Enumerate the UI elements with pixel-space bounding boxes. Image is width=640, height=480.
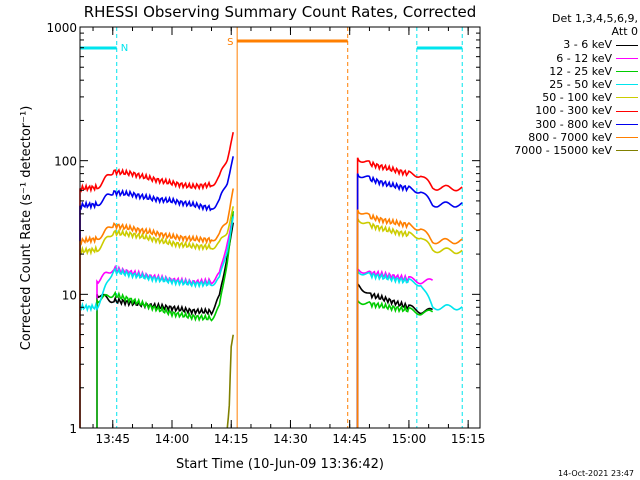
legend: Det 1,3,4,5,6,9, Att 0 3 - 6 keV 6 - 12 k…: [480, 12, 638, 157]
detector-header-line1: Det 1,3,4,5,6,9,: [551, 12, 638, 25]
chart-title: RHESSI Observing Summary Count Rates, Co…: [84, 3, 477, 21]
x-tick-label: 14:15: [214, 432, 249, 446]
y-tick-label: 10: [62, 288, 77, 302]
series-line-1-seg-0: [96, 214, 234, 428]
series-line-5-seg-1: [356, 157, 463, 428]
legend-entry: 300 - 800 keV: [480, 118, 638, 131]
series-line-8-seg-0: [226, 334, 234, 429]
plot-frame: [79, 26, 481, 429]
series-line-0-seg-0: [96, 222, 234, 428]
legend-entry: 50 - 100 keV: [480, 91, 638, 104]
legend-entry: 7000 - 15000 keV: [480, 144, 638, 157]
series-line-7-seg-1: [356, 209, 463, 428]
flag-label-S: S: [227, 37, 233, 48]
series-line-7-seg-0: [79, 188, 234, 428]
legend-entry-label: 25 - 50 keV: [549, 78, 612, 92]
legend-swatch: [616, 70, 638, 72]
x-tick-label: 15:15: [451, 432, 486, 446]
series-line-6-seg-1: [356, 173, 463, 428]
generation-date: 14-Oct-2021 23:47: [558, 469, 634, 478]
legend-entry-label: 300 - 800 keV: [535, 117, 612, 131]
legend-entry: 100 - 300 keV: [480, 104, 638, 117]
series-line-6-seg-0: [79, 156, 234, 428]
legend-entry: 3 - 6 keV: [480, 38, 638, 51]
legend-swatch: [616, 123, 638, 125]
series-line-5-seg-0: [79, 132, 234, 428]
legend-entry: 800 - 7000 keV: [480, 131, 638, 144]
legend-entry-label: 12 - 25 keV: [549, 64, 612, 78]
legend-swatch: [616, 57, 638, 59]
legend-entry-label: 7000 - 15000 keV: [514, 144, 612, 158]
axes: 13:45 14:00 14:15 14:30 14:45 15:00 15:15 1 10 10…: [46, 21, 485, 446]
legend-swatch: [616, 110, 638, 112]
legend-swatch: [616, 136, 638, 138]
legend-entry: 12 - 25 keV: [480, 65, 638, 78]
detector-header-line2: Att 0: [611, 25, 638, 39]
x-axis-label: Start Time (10-Jun-09 13:36:42): [176, 457, 384, 472]
series-line-2-seg-1: [356, 297, 434, 428]
legend-entry-label: 100 - 300 keV: [535, 104, 612, 118]
legend-entries: 3 - 6 keV 6 - 12 keV 12 - 25 keV 25 - 50 ke…: [480, 38, 638, 157]
series-line-3-seg-0: [79, 216, 234, 428]
legend-entry: 25 - 50 keV: [480, 78, 638, 91]
series-line-2-seg-0: [96, 211, 234, 428]
legend-entry-label: 800 - 7000 keV: [528, 130, 612, 144]
x-tick-label: 15:00: [392, 432, 427, 446]
series-line-4-seg-1: [356, 218, 463, 428]
y-tick-label: 1000: [46, 21, 77, 35]
y-tick-label: 100: [54, 155, 77, 169]
legend-swatch: [616, 44, 638, 46]
flag-label-N: N: [121, 43, 128, 54]
legend-entry-label: 3 - 6 keV: [563, 38, 612, 52]
instrument-flags: NS: [79, 27, 463, 428]
legend-entry: 6 - 12 keV: [480, 52, 638, 65]
y-axis-label: Corrected Count Rate (s⁻¹ detector⁻¹): [19, 106, 34, 351]
x-tick-label: 13:45: [95, 432, 130, 446]
y-tick-label: 1: [69, 422, 77, 436]
series-line-1-seg-1: [356, 266, 434, 428]
legend-entry-label: 6 - 12 keV: [556, 51, 612, 65]
x-tick-label: 14:45: [332, 432, 367, 446]
series-line-0-seg-1: [356, 281, 433, 428]
series-lines: [79, 132, 463, 429]
x-tick-label: 14:00: [155, 432, 190, 446]
legend-swatch: [616, 150, 638, 152]
legend-entry-label: 50 - 100 keV: [542, 91, 612, 105]
series-line-4-seg-0: [79, 206, 234, 428]
series-line-3-seg-1: [356, 267, 463, 428]
legend-swatch: [616, 97, 638, 99]
x-tick-label: 14:30: [273, 432, 308, 446]
legend-swatch: [616, 84, 638, 86]
